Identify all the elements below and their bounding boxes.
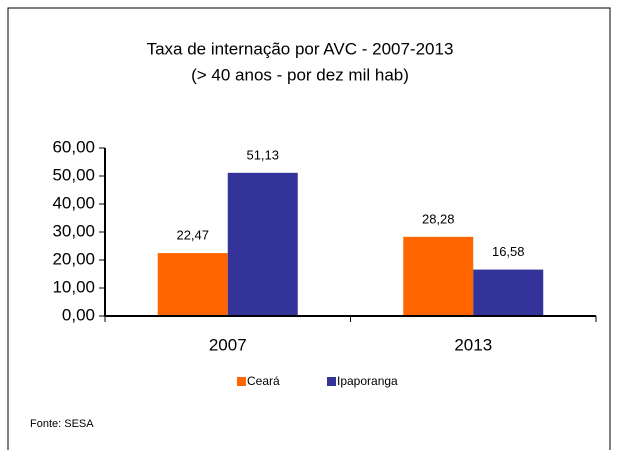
bar xyxy=(403,236,474,316)
bar xyxy=(473,269,544,316)
y-tick-label: 10,00 xyxy=(52,277,95,296)
y-tick-label: 50,00 xyxy=(52,165,95,184)
legend-label: Ipaporanga xyxy=(337,374,398,388)
data-label: 16,58 xyxy=(492,244,525,259)
legend-swatch xyxy=(237,377,246,386)
bar xyxy=(157,253,228,316)
legend-swatch xyxy=(327,377,336,386)
legend-label: Ceará xyxy=(247,374,280,388)
x-tick-label: 2007 xyxy=(209,335,247,354)
y-tick-label: 40,00 xyxy=(52,193,95,212)
y-tick-label: 60,00 xyxy=(52,137,95,156)
data-label: 51,13 xyxy=(246,147,279,162)
bar xyxy=(227,172,298,316)
y-tick-label: 0,00 xyxy=(62,305,95,324)
data-label: 28,28 xyxy=(422,211,455,226)
chart-subtitle: (> 40 anos - por dez mil hab) xyxy=(191,65,409,84)
y-tick-label: 30,00 xyxy=(52,221,95,240)
x-tick-label: 2013 xyxy=(454,335,492,354)
source: Fonte: SESA xyxy=(30,418,94,430)
chart-title: Taxa de internação por AVC - 2007-2013 xyxy=(147,39,454,58)
y-tick-label: 20,00 xyxy=(52,249,95,268)
chart-frame xyxy=(7,7,611,450)
data-label: 22,47 xyxy=(176,228,209,243)
